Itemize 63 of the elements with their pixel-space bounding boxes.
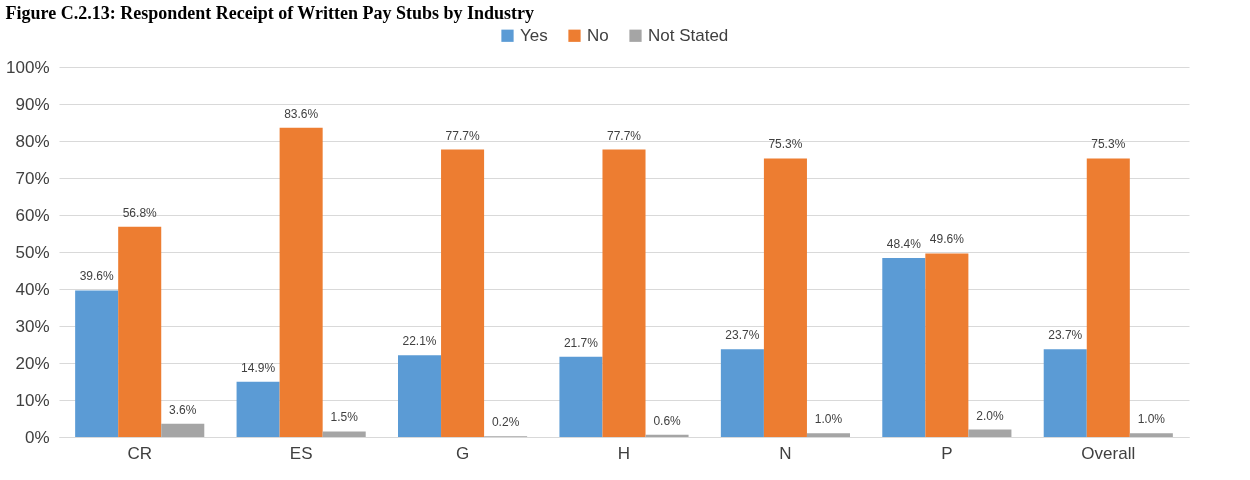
- x-tick-label: N: [779, 443, 792, 463]
- bar: [75, 290, 119, 437]
- x-tick-label: H: [617, 443, 631, 463]
- data-label: 77.7%: [606, 128, 642, 143]
- bar: [602, 149, 646, 437]
- data-label: 0.2%: [491, 415, 520, 430]
- y-tick-label: 50%: [15, 242, 50, 262]
- data-label: 77.7%: [445, 128, 480, 143]
- bar: [441, 149, 485, 437]
- data-label: 83.6%: [284, 106, 319, 121]
- y-tick-label: 70%: [15, 168, 50, 188]
- data-label: 75.3%: [768, 137, 803, 152]
- data-label: 56.8%: [122, 205, 158, 220]
- chart-title: Figure C.2.13: Respondent Receipt of Written Pay Stubs by Industry: [5, 3, 535, 23]
- data-label: 1.0%: [814, 412, 843, 427]
- bar: [322, 431, 366, 437]
- data-label: 75.3%: [1091, 137, 1126, 152]
- bar: [806, 433, 850, 437]
- y-tick-label: 40%: [15, 279, 50, 299]
- bar: [1043, 349, 1087, 437]
- data-label: 49.6%: [929, 232, 965, 247]
- bar: [720, 349, 764, 437]
- bar: [161, 423, 205, 437]
- x-tick-label: P: [941, 443, 953, 463]
- bar: [398, 355, 442, 437]
- bar: [968, 429, 1012, 437]
- bar: [118, 226, 162, 437]
- x-tick-label: Overall: [1081, 443, 1136, 463]
- data-label: 0.6%: [653, 413, 682, 428]
- data-label: 14.9%: [241, 360, 276, 375]
- data-label: 23.7%: [1048, 328, 1083, 343]
- data-label: 48.4%: [886, 236, 922, 251]
- bar: [559, 356, 603, 437]
- x-tick-label: CR: [127, 443, 152, 463]
- y-tick-label: 80%: [15, 131, 50, 151]
- y-tick-label: 0%: [24, 427, 50, 447]
- bar: [1129, 433, 1173, 437]
- y-tick-label: 100%: [6, 57, 50, 77]
- bar: [645, 434, 689, 437]
- bar: [1086, 158, 1130, 437]
- y-tick-label: 60%: [15, 205, 50, 225]
- data-label: 22.1%: [402, 334, 437, 349]
- bar: [763, 158, 807, 437]
- x-tick-label: G: [455, 443, 470, 463]
- bar: [882, 257, 926, 437]
- y-tick-label: 90%: [15, 94, 50, 114]
- data-label: 39.6%: [79, 269, 115, 284]
- y-tick-label: 20%: [15, 353, 50, 373]
- legend-label: No: [587, 25, 609, 45]
- data-label: 2.0%: [976, 408, 1004, 423]
- legend-label: Not Stated: [648, 25, 729, 45]
- x-tick-label: ES: [289, 443, 313, 463]
- data-label: 23.7%: [725, 328, 760, 343]
- data-label: 1.5%: [330, 410, 359, 425]
- bar: [236, 381, 280, 437]
- legend-label: Yes: [520, 25, 548, 45]
- bar: [925, 253, 969, 437]
- data-label: 21.7%: [563, 335, 599, 350]
- y-tick-label: 30%: [15, 316, 50, 336]
- bar: [279, 127, 323, 437]
- y-tick-label: 10%: [15, 390, 50, 410]
- data-label: 1.0%: [1137, 412, 1166, 427]
- data-label: 3.6%: [169, 402, 197, 417]
